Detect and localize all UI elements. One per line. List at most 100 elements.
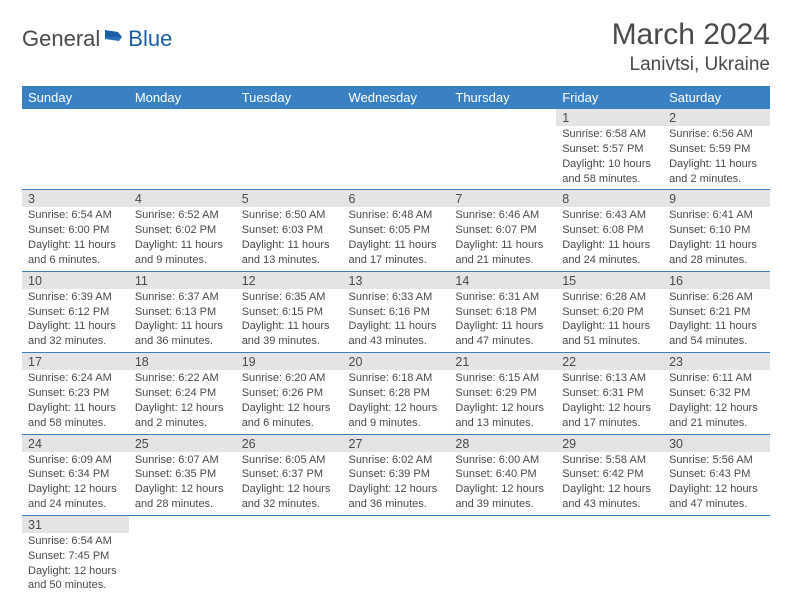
calendar-cell: 28Sunrise: 6:00 AMSunset: 6:40 PMDayligh… [449,434,556,515]
calendar-cell: 19Sunrise: 6:20 AMSunset: 6:26 PMDayligh… [236,353,343,434]
day-content: Sunrise: 6:13 AMSunset: 6:31 PMDaylight:… [556,370,663,433]
calendar-cell [129,515,236,596]
day-number: 25 [129,435,236,452]
day-number: 16 [663,272,770,289]
calendar-cell [343,515,450,596]
day-content: Sunrise: 6:15 AMSunset: 6:29 PMDaylight:… [449,370,556,433]
day-content: Sunrise: 6:41 AMSunset: 6:10 PMDaylight:… [663,207,770,270]
day-content: Sunrise: 6:35 AMSunset: 6:15 PMDaylight:… [236,289,343,352]
calendar-cell: 27Sunrise: 6:02 AMSunset: 6:39 PMDayligh… [343,434,450,515]
calendar-cell: 25Sunrise: 6:07 AMSunset: 6:35 PMDayligh… [129,434,236,515]
day-number: 21 [449,353,556,370]
day-content: Sunrise: 6:18 AMSunset: 6:28 PMDaylight:… [343,370,450,433]
calendar-cell: 13Sunrise: 6:33 AMSunset: 6:16 PMDayligh… [343,271,450,352]
calendar-cell [343,109,450,190]
day-content: Sunrise: 5:58 AMSunset: 6:42 PMDaylight:… [556,452,663,515]
day-number: 5 [236,190,343,207]
weekday-header-row: SundayMondayTuesdayWednesdayThursdayFrid… [22,86,770,109]
day-number: 17 [22,353,129,370]
calendar-cell: 12Sunrise: 6:35 AMSunset: 6:15 PMDayligh… [236,271,343,352]
day-content: Sunrise: 6:54 AMSunset: 6:00 PMDaylight:… [22,207,129,270]
calendar-cell: 16Sunrise: 6:26 AMSunset: 6:21 PMDayligh… [663,271,770,352]
day-number: 3 [22,190,129,207]
day-number: 13 [343,272,450,289]
calendar-cell: 24Sunrise: 6:09 AMSunset: 6:34 PMDayligh… [22,434,129,515]
calendar-cell [22,109,129,190]
day-content: Sunrise: 6:56 AMSunset: 5:59 PMDaylight:… [663,126,770,189]
day-number: 1 [556,109,663,126]
calendar-cell: 18Sunrise: 6:22 AMSunset: 6:24 PMDayligh… [129,353,236,434]
calendar-cell: 1Sunrise: 6:58 AMSunset: 5:57 PMDaylight… [556,109,663,190]
day-number: 11 [129,272,236,289]
day-number: 18 [129,353,236,370]
flag-icon [104,28,124,51]
day-content: Sunrise: 6:26 AMSunset: 6:21 PMDaylight:… [663,289,770,352]
day-content: Sunrise: 6:37 AMSunset: 6:13 PMDaylight:… [129,289,236,352]
day-content: Sunrise: 6:28 AMSunset: 6:20 PMDaylight:… [556,289,663,352]
weekday-header: Saturday [663,86,770,109]
day-content: Sunrise: 6:07 AMSunset: 6:35 PMDaylight:… [129,452,236,515]
day-number: 12 [236,272,343,289]
day-number: 15 [556,272,663,289]
calendar-cell [556,515,663,596]
day-number: 20 [343,353,450,370]
day-number: 26 [236,435,343,452]
day-number: 4 [129,190,236,207]
day-number: 6 [343,190,450,207]
calendar-row: 31Sunrise: 6:54 AMSunset: 7:45 PMDayligh… [22,515,770,596]
calendar-cell [449,515,556,596]
calendar-row: 17Sunrise: 6:24 AMSunset: 6:23 PMDayligh… [22,353,770,434]
calendar-cell [236,109,343,190]
weekday-header: Monday [129,86,236,109]
day-content: Sunrise: 6:43 AMSunset: 6:08 PMDaylight:… [556,207,663,270]
day-content: Sunrise: 6:39 AMSunset: 6:12 PMDaylight:… [22,289,129,352]
calendar-row: 10Sunrise: 6:39 AMSunset: 6:12 PMDayligh… [22,271,770,352]
day-number: 19 [236,353,343,370]
day-content: Sunrise: 6:52 AMSunset: 6:02 PMDaylight:… [129,207,236,270]
day-number: 10 [22,272,129,289]
day-number: 22 [556,353,663,370]
weekday-header: Tuesday [236,86,343,109]
page-title: March 2024 [612,18,770,52]
calendar-cell: 5Sunrise: 6:50 AMSunset: 6:03 PMDaylight… [236,190,343,271]
calendar-body: 1Sunrise: 6:58 AMSunset: 5:57 PMDaylight… [22,109,770,596]
day-content: Sunrise: 6:11 AMSunset: 6:32 PMDaylight:… [663,370,770,433]
calendar-cell: 10Sunrise: 6:39 AMSunset: 6:12 PMDayligh… [22,271,129,352]
calendar-cell: 3Sunrise: 6:54 AMSunset: 6:00 PMDaylight… [22,190,129,271]
calendar-cell: 11Sunrise: 6:37 AMSunset: 6:13 PMDayligh… [129,271,236,352]
calendar-cell [129,109,236,190]
day-number: 31 [22,516,129,533]
calendar-cell: 7Sunrise: 6:46 AMSunset: 6:07 PMDaylight… [449,190,556,271]
weekday-header: Thursday [449,86,556,109]
calendar-cell: 4Sunrise: 6:52 AMSunset: 6:02 PMDaylight… [129,190,236,271]
calendar-cell: 20Sunrise: 6:18 AMSunset: 6:28 PMDayligh… [343,353,450,434]
location: Lanivtsi, Ukraine [612,54,770,76]
calendar-cell: 21Sunrise: 6:15 AMSunset: 6:29 PMDayligh… [449,353,556,434]
calendar-cell: 8Sunrise: 6:43 AMSunset: 6:08 PMDaylight… [556,190,663,271]
day-number: 8 [556,190,663,207]
calendar-cell [449,109,556,190]
weekday-header: Wednesday [343,86,450,109]
calendar-cell: 9Sunrise: 6:41 AMSunset: 6:10 PMDaylight… [663,190,770,271]
day-content: Sunrise: 6:20 AMSunset: 6:26 PMDaylight:… [236,370,343,433]
day-number: 27 [343,435,450,452]
logo: General Blue [22,26,172,52]
calendar-cell: 31Sunrise: 6:54 AMSunset: 7:45 PMDayligh… [22,515,129,596]
weekday-header: Friday [556,86,663,109]
calendar-cell [663,515,770,596]
calendar-row: 3Sunrise: 6:54 AMSunset: 6:00 PMDaylight… [22,190,770,271]
day-content: Sunrise: 6:05 AMSunset: 6:37 PMDaylight:… [236,452,343,515]
calendar-cell: 15Sunrise: 6:28 AMSunset: 6:20 PMDayligh… [556,271,663,352]
day-content: Sunrise: 6:02 AMSunset: 6:39 PMDaylight:… [343,452,450,515]
day-content: Sunrise: 6:00 AMSunset: 6:40 PMDaylight:… [449,452,556,515]
day-number: 29 [556,435,663,452]
calendar-cell: 29Sunrise: 5:58 AMSunset: 6:42 PMDayligh… [556,434,663,515]
logo-blue: Blue [128,26,172,52]
calendar-cell [236,515,343,596]
calendar-cell: 2Sunrise: 6:56 AMSunset: 5:59 PMDaylight… [663,109,770,190]
day-number: 7 [449,190,556,207]
calendar-row: 1Sunrise: 6:58 AMSunset: 5:57 PMDaylight… [22,109,770,190]
calendar-cell: 17Sunrise: 6:24 AMSunset: 6:23 PMDayligh… [22,353,129,434]
calendar-cell: 23Sunrise: 6:11 AMSunset: 6:32 PMDayligh… [663,353,770,434]
day-number: 2 [663,109,770,126]
